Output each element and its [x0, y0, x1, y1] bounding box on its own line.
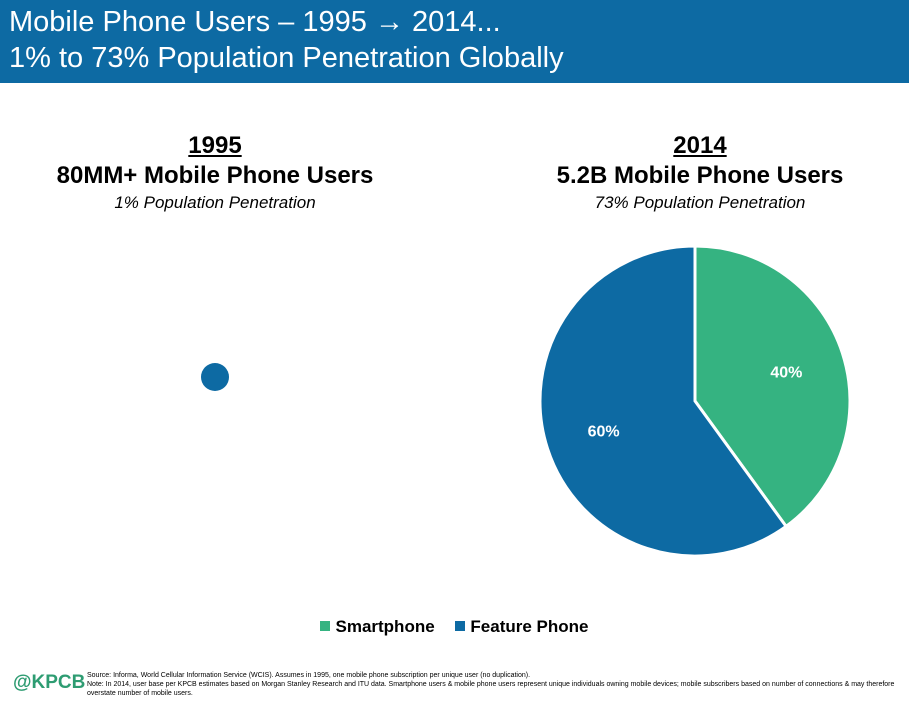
- legend: Smartphone Feature Phone: [0, 617, 909, 637]
- title-banner: Mobile Phone Users – 1995 → 2014... 1% t…: [0, 0, 909, 83]
- pie-2014: 40% 60%: [538, 244, 852, 558]
- footnote: Source: Informa, World Cellular Informat…: [87, 671, 902, 698]
- users-1995-label: 80MM+ Mobile Phone Users: [56, 162, 374, 189]
- penetration-1995-label: 1% Population Penetration: [114, 193, 316, 212]
- source-note: Source: Informa, World Cellular Informat…: [87, 672, 531, 679]
- legend-smartphone-label: Smartphone: [335, 617, 435, 636]
- users-2014-label: 5.2B Mobile Phone Users: [556, 162, 844, 189]
- pie-label-feature-phone: 60%: [588, 424, 620, 441]
- pie-slice-smartphone: [693, 244, 852, 529]
- penetration-2014-label: 73% Population Penetration: [594, 193, 806, 212]
- pie-label-smartphone: 40%: [770, 364, 802, 381]
- legend-item-smartphone: Smartphone: [320, 617, 435, 637]
- legend-feature-phone-label: Feature Phone: [470, 617, 589, 636]
- pie-slice-feature-phone: [538, 244, 789, 558]
- feature-phone-swatch: [455, 621, 466, 631]
- methodology-note: Note: In 2014, user base per KPCB estima…: [87, 681, 895, 697]
- panel-2014: 2014 5.2B Mobile Phone Users 73% Populat…: [520, 131, 880, 215]
- page-title: Mobile Phone Users – 1995 → 2014...: [9, 6, 501, 38]
- year-1995-label: 1995: [188, 132, 242, 159]
- pie-1995-dot: [201, 363, 229, 391]
- legend-item-feature-phone: Feature Phone: [455, 617, 589, 637]
- year-2014-label: 2014: [673, 132, 727, 159]
- kpcb-logo: @KPCB: [13, 672, 86, 693]
- page-subtitle: 1% to 73% Population Penetration Globall…: [9, 42, 564, 74]
- panel-1995: 1995 80MM+ Mobile Phone Users 1% Populat…: [40, 131, 390, 215]
- smartphone-swatch: [320, 621, 331, 631]
